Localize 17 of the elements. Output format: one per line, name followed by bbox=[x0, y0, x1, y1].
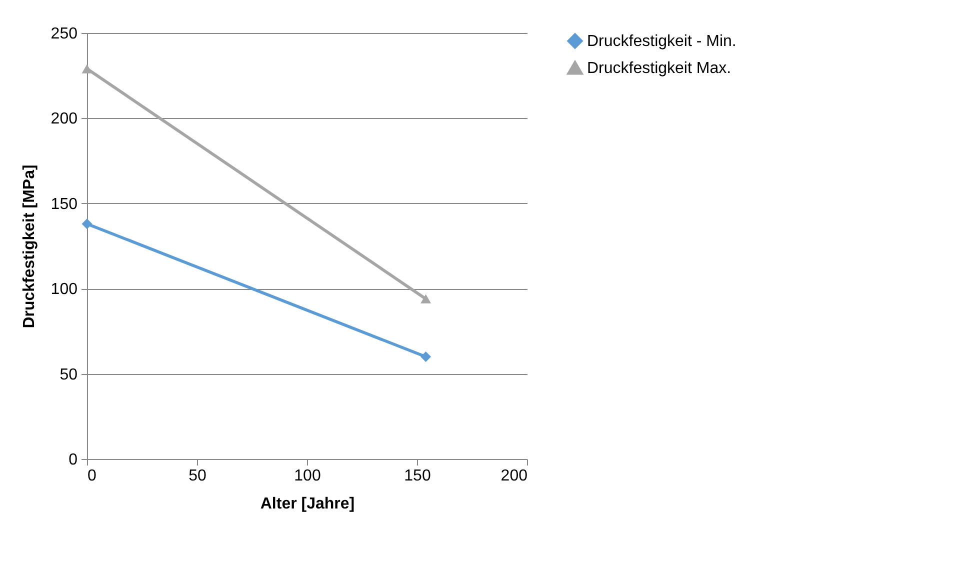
point bbox=[420, 352, 432, 362]
point bbox=[82, 218, 92, 230]
y-tick-label: 200 bbox=[50, 110, 78, 128]
x-tick-label: 100 bbox=[294, 468, 321, 484]
legend-label: Druckfestigkeit - Min. bbox=[587, 33, 736, 50]
y-tick-label: 150 bbox=[50, 196, 78, 213]
y-tick-label: 0 bbox=[68, 452, 78, 468]
x-tick-label: 150 bbox=[404, 468, 431, 484]
y-tick-label: 50 bbox=[60, 366, 78, 384]
x-tick-label: 50 bbox=[188, 468, 206, 484]
x-tick-label: 200 bbox=[500, 468, 528, 484]
y-tick-label: 250 bbox=[50, 26, 78, 42]
legend-label: Druckfestigkeit Max. bbox=[587, 60, 732, 77]
y-axis-title: Druckfestigkeit [MPa] bbox=[20, 164, 38, 328]
x-tick-label: 0 bbox=[88, 468, 96, 484]
x-axis-title: Alter [Jahre] bbox=[260, 496, 355, 512]
y-tick-label: 100 bbox=[50, 281, 78, 298]
